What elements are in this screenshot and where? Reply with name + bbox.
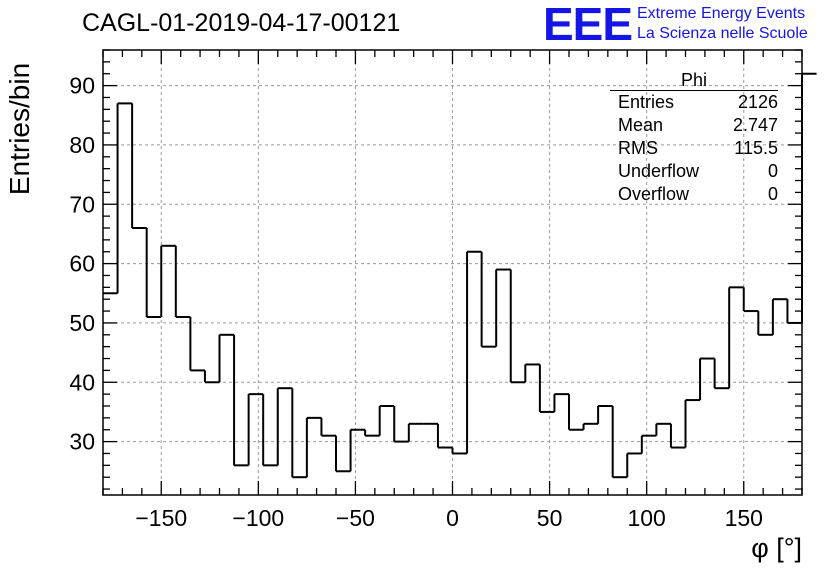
- eee-logo: EEE: [543, 0, 633, 50]
- stats-label: RMS: [618, 138, 658, 158]
- logo-caption: Extreme Energy Events La Scienza nelle S…: [637, 4, 808, 44]
- x-tick-label: 150: [725, 505, 763, 531]
- stats-row: Entries 2126: [610, 91, 778, 114]
- stats-row: Overflow 0: [610, 183, 778, 206]
- logo-caption-line1: Extreme Energy Events: [637, 5, 806, 22]
- stats-label: Mean: [618, 115, 664, 135]
- stats-box: Phi Entries 2126 Mean 2.747 RMS 115.5 Under…: [610, 70, 778, 206]
- stats-value: 0: [767, 161, 778, 181]
- logo-caption-line2: La Scienza nelle Scuole: [637, 25, 808, 42]
- x-axis-label: φ [°]: [751, 533, 802, 563]
- ticks: [102, 49, 803, 495]
- stats-value: 115.5: [734, 138, 778, 158]
- y-tick-label: 30: [69, 429, 95, 455]
- x-tick-label: −100: [232, 505, 284, 531]
- x-tick-label: −150: [135, 505, 187, 531]
- stats-value: 2126: [737, 92, 778, 112]
- stats-label: Overflow: [618, 184, 690, 204]
- stats-row: Mean 2.747: [610, 114, 778, 137]
- stats-value: 0: [767, 184, 778, 204]
- histogram-series: [103, 72, 817, 479]
- x-tick-label: 50: [537, 505, 563, 531]
- stats-row: RMS 115.5: [610, 137, 778, 160]
- y-tick-label: 40: [69, 369, 95, 395]
- x-tick-label: 0: [446, 505, 459, 531]
- stats-row: Underflow 0: [610, 160, 778, 183]
- stats-label: Entries: [618, 92, 675, 112]
- y-tick-label: 60: [69, 251, 95, 277]
- x-tick-label: −50: [336, 505, 375, 531]
- stats-label: Underflow: [618, 161, 700, 181]
- y-tick-label: 50: [69, 310, 95, 336]
- x-tick-label: 100: [627, 505, 665, 531]
- y-tick-label: 70: [69, 191, 95, 217]
- y-tick-label: 80: [69, 132, 95, 158]
- y-axis-label-text: Entries/bin: [4, 62, 35, 196]
- y-tick-label: 90: [69, 73, 95, 99]
- stats-title: Phi: [610, 70, 778, 91]
- stats-value: 2.747: [732, 115, 778, 135]
- chart-title: CAGL-01-2019-04-17-00121: [82, 9, 401, 37]
- tick-labels: −150 −100 −50 0 50 100 150 30 40 50 60 70 80 90: [69, 73, 763, 531]
